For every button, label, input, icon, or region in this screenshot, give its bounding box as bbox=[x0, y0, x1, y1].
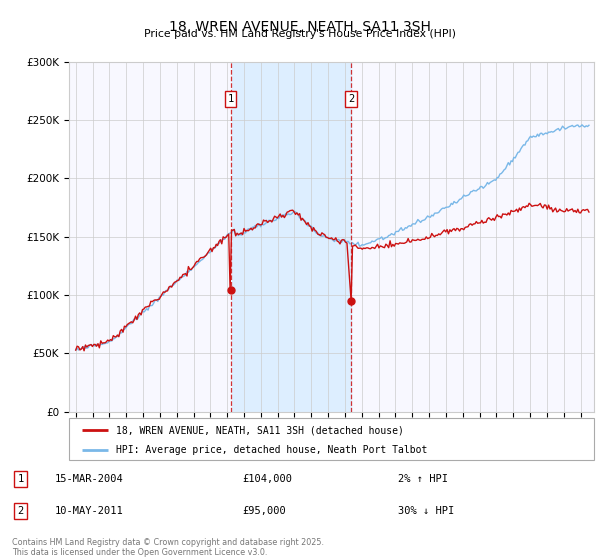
Text: Price paid vs. HM Land Registry's House Price Index (HPI): Price paid vs. HM Land Registry's House … bbox=[144, 29, 456, 39]
Text: 15-MAR-2004: 15-MAR-2004 bbox=[55, 474, 124, 484]
Text: 30% ↓ HPI: 30% ↓ HPI bbox=[398, 506, 454, 516]
Text: Contains HM Land Registry data © Crown copyright and database right 2025.
This d: Contains HM Land Registry data © Crown c… bbox=[12, 538, 324, 557]
Text: 10-MAY-2011: 10-MAY-2011 bbox=[55, 506, 124, 516]
Text: 18, WREN AVENUE, NEATH, SA11 3SH: 18, WREN AVENUE, NEATH, SA11 3SH bbox=[169, 20, 431, 34]
Text: 2: 2 bbox=[17, 506, 24, 516]
Text: 1: 1 bbox=[17, 474, 24, 484]
Text: 18, WREN AVENUE, NEATH, SA11 3SH (detached house): 18, WREN AVENUE, NEATH, SA11 3SH (detach… bbox=[116, 425, 404, 435]
Text: £104,000: £104,000 bbox=[242, 474, 292, 484]
Text: 2% ↑ HPI: 2% ↑ HPI bbox=[398, 474, 448, 484]
Text: £95,000: £95,000 bbox=[242, 506, 286, 516]
Text: 2: 2 bbox=[348, 94, 355, 104]
Text: HPI: Average price, detached house, Neath Port Talbot: HPI: Average price, detached house, Neat… bbox=[116, 445, 428, 455]
Text: 1: 1 bbox=[227, 94, 234, 104]
FancyBboxPatch shape bbox=[69, 418, 594, 460]
